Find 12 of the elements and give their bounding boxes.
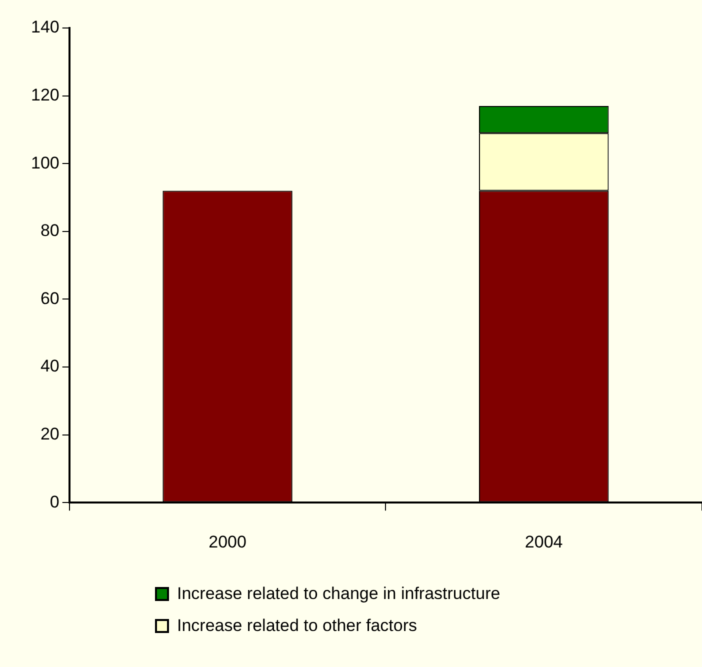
- legend-label: Increase related to other factors: [177, 616, 418, 636]
- y-tick-label: 20: [40, 424, 60, 444]
- y-tick-label: 140: [30, 18, 60, 37]
- y-tick-label: 40: [40, 356, 60, 376]
- x-tick-label: 2000: [208, 532, 246, 552]
- legend-label: Increase related to change in infrastructure: [177, 584, 500, 604]
- y-tick-label: 60: [40, 288, 60, 308]
- y-tick-label: 120: [30, 85, 60, 104]
- y-tick-label: 0: [50, 492, 60, 512]
- x-tick-label: 2004: [524, 532, 563, 552]
- y-tick-label: 100: [30, 153, 60, 172]
- y-tick-label: 80: [40, 221, 60, 240]
